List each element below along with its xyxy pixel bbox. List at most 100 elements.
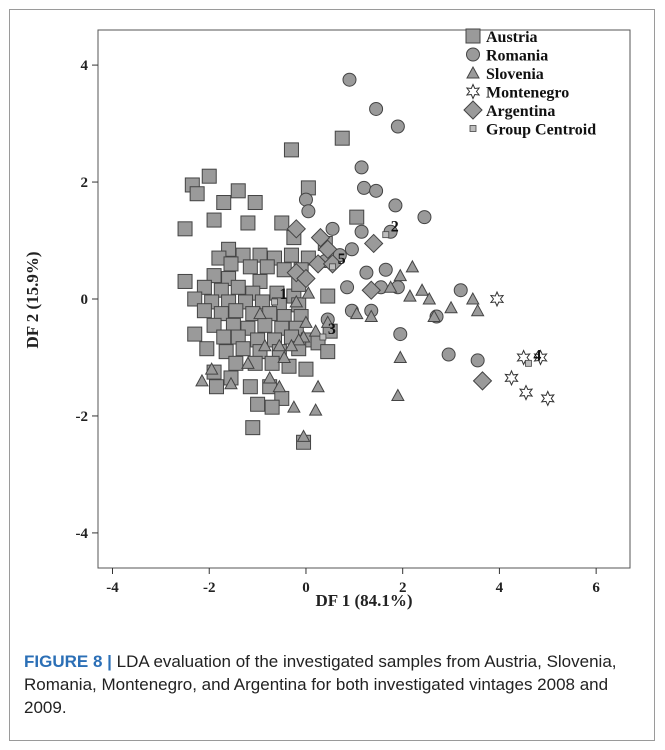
romania-point: [301, 204, 316, 219]
centroid-label: 2: [391, 219, 399, 236]
slovenia-point: [320, 315, 335, 328]
slovenia-point: [291, 332, 306, 346]
slovenia-point: [311, 379, 325, 393]
romania-point: [342, 72, 357, 87]
austria-point: [216, 329, 232, 345]
slovenia-point: [393, 350, 408, 363]
slovenia-point: [258, 338, 272, 352]
slovenia-point: [308, 403, 323, 416]
romania-point: [388, 198, 403, 213]
legend-entry: Group Centroid: [486, 122, 596, 139]
argentina-point: [472, 371, 493, 391]
slovenia-point: [241, 356, 255, 369]
x-tick-label: 6: [592, 580, 600, 596]
slovenia-point: [465, 291, 480, 305]
legend-entry: Romania: [486, 48, 548, 65]
austria-point: [177, 221, 193, 237]
austria-point: [228, 355, 244, 371]
legend-marker: [465, 83, 481, 100]
legend-marker: [466, 47, 480, 62]
x-tick-label: 2: [399, 580, 407, 596]
slovenia-point: [195, 373, 209, 387]
slovenia-point: [383, 280, 398, 293]
group-centroid-point: [271, 298, 278, 306]
slovenia-point: [272, 379, 287, 393]
montenegro-point: [516, 349, 531, 366]
romania-point: [359, 265, 374, 280]
austria-point: [320, 344, 336, 360]
centroid-label: 3: [328, 321, 336, 338]
slovenia-point: [308, 324, 323, 337]
legend-entry: Slovenia: [486, 66, 544, 83]
lda-scatter-chart: -4 -2 0 2 4 6 -4 -2 0 2 4 1 2 3 4 5 Austria RomaniaSlov…: [23, 28, 631, 610]
figure-caption: FIGURE 8 | LDA evaluation of the investi…: [24, 650, 639, 719]
caption-label: FIGURE 8 |: [24, 652, 112, 671]
figure-frame: [9, 9, 655, 741]
austria-point: [228, 303, 244, 319]
austria-point: [334, 130, 350, 146]
austria-point: [230, 183, 246, 199]
legend-marker: [465, 28, 481, 44]
legend-entry: Montenegro: [486, 85, 569, 102]
austria-point: [196, 303, 212, 319]
romania-point: [325, 221, 340, 236]
austria-point: [206, 212, 222, 228]
montenegro-point: [489, 290, 505, 308]
slovenia-point: [287, 400, 301, 413]
slovenia-point: [204, 362, 219, 375]
austria-point: [298, 361, 314, 377]
slovenia-point: [391, 388, 405, 401]
slovenia-point: [403, 289, 417, 302]
austria-point: [189, 186, 205, 202]
austria-point: [187, 291, 203, 307]
austria-point: [223, 256, 239, 272]
argentina-point: [363, 233, 384, 254]
austria-point: [196, 279, 212, 295]
x-tick-label: 0: [302, 580, 310, 596]
austria-point: [300, 180, 316, 196]
slovenia-point: [272, 338, 287, 352]
slovenia-point: [299, 315, 313, 328]
montenegro-point: [540, 390, 555, 407]
y-tick-label: 0: [81, 292, 89, 308]
romania-point: [378, 262, 393, 277]
argentina-point: [361, 280, 381, 300]
romania-point: [298, 192, 313, 207]
slovenia-point: [289, 294, 304, 308]
y-axis-label: DF 2 (15.9%): [23, 251, 42, 348]
austria-point: [245, 420, 261, 436]
y-tick-label: -2: [76, 409, 89, 425]
austria-point: [283, 247, 299, 263]
group-centroid-point: [525, 359, 532, 367]
austria-point: [264, 355, 280, 371]
austria-point: [259, 259, 275, 275]
argentina-point: [318, 239, 338, 260]
slovenia-point: [405, 259, 420, 273]
argentina-point: [286, 219, 306, 239]
austria-point: [257, 317, 273, 333]
slovenia-point: [301, 286, 316, 299]
x-tick-label: 4: [496, 580, 504, 596]
austria-point: [218, 344, 234, 360]
caption-text: LDA evaluation of the investigated sampl…: [24, 652, 617, 717]
austria-point: [247, 195, 263, 211]
slovenia-point: [415, 283, 429, 296]
austria-point: [349, 209, 365, 225]
austria-point: [240, 215, 256, 231]
montenegro-point: [518, 384, 534, 401]
slovenia-point: [393, 268, 408, 282]
y-tick-label: -4: [76, 526, 89, 542]
austria-point: [264, 399, 280, 415]
legend-entry: Austria: [486, 29, 538, 46]
austria-point: [274, 215, 290, 231]
legend-marker: [463, 100, 483, 120]
slovenia-point: [422, 291, 437, 305]
austria-point: [283, 142, 299, 158]
slovenia-point: [224, 376, 238, 390]
romania-point: [354, 224, 369, 239]
slovenia-point: [349, 306, 364, 320]
romania-point: [344, 242, 359, 257]
romania-point: [441, 347, 456, 362]
slovenia-point: [364, 309, 379, 323]
austria-point: [235, 341, 251, 357]
